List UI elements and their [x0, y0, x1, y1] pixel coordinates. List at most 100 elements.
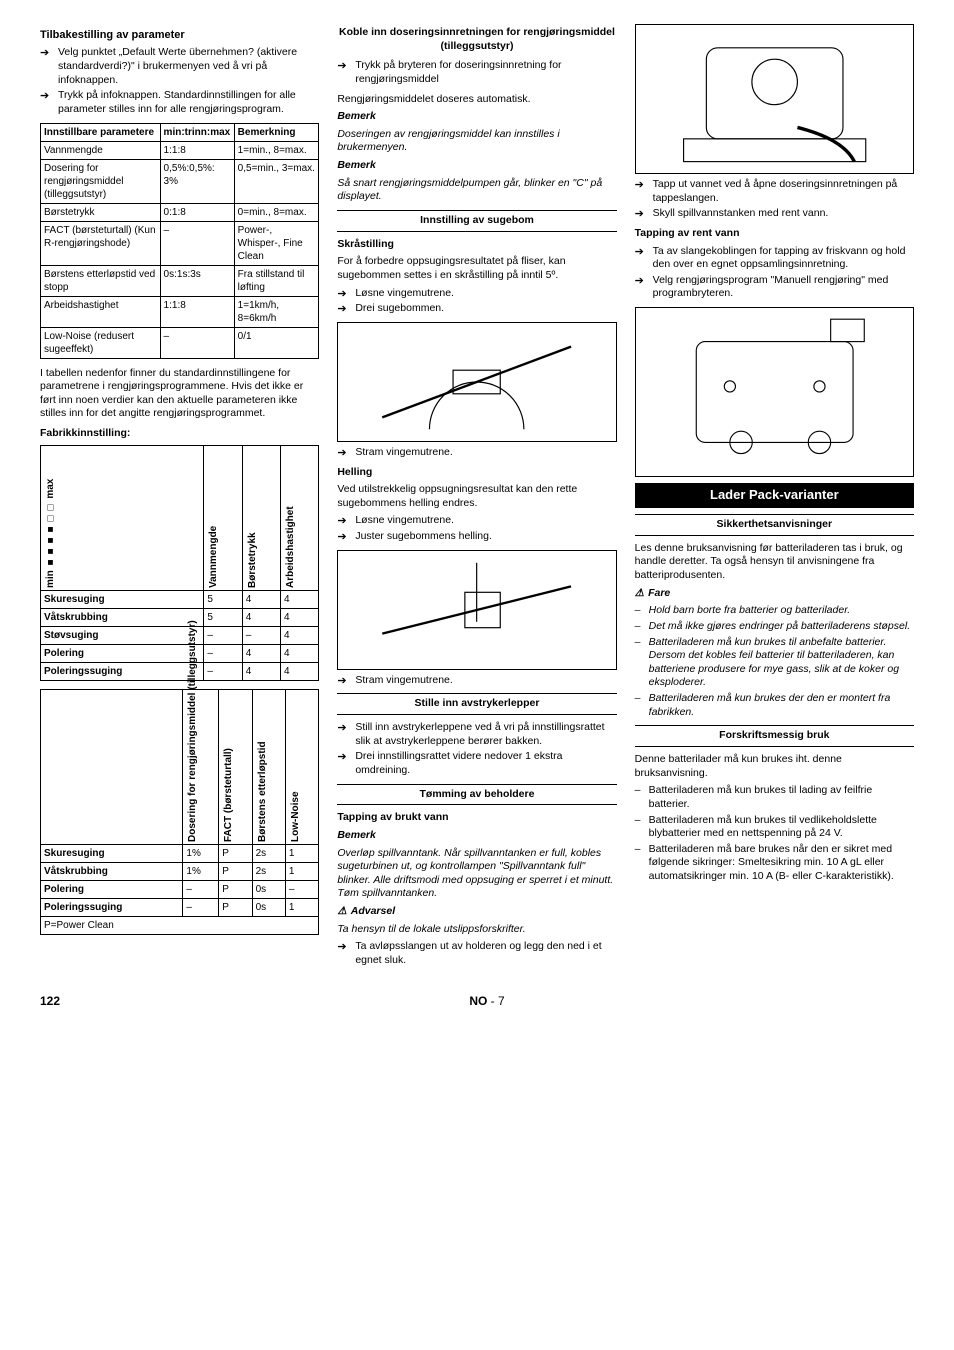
diagram-sugebom-1 — [337, 322, 616, 442]
list-item: Trykk på infoknappen. Standardinnstillin… — [40, 89, 319, 116]
th: Børstetrykk — [242, 445, 280, 590]
heading-tapping-brukt: Tapping av brukt vann — [337, 811, 616, 825]
td: 0/1 — [234, 327, 319, 358]
heading-tapping-rent: Tapping av rent vann — [635, 227, 914, 241]
heading-forskrift: Forskriftsmessig bruk — [635, 725, 914, 747]
td: 5 — [204, 608, 242, 626]
footer-lang: NO - 7 — [469, 994, 504, 1010]
text: Les denne bruksanvisning før batterilade… — [635, 542, 914, 583]
td: 0,5=min., 3=max. — [234, 159, 319, 203]
heading-sikkerhet: Sikkerthetsanvisninger — [635, 514, 914, 536]
list-item: Løsne vingemutrene. — [337, 514, 616, 528]
reset-param-steps: Velg punktet „Default Werte übernehmen? … — [40, 46, 319, 116]
note-text: Så snart rengjøringsmiddelpumpen går, bl… — [337, 177, 616, 204]
td: 4 — [281, 626, 319, 644]
th: min:trinn:max — [160, 123, 234, 141]
heading-lader-pack: Lader Pack-varianter — [635, 483, 914, 508]
list-item: Trykk på bryteren for doseringsinnretnin… — [337, 59, 616, 86]
text: For å forbedre oppsugingsresultatet på f… — [337, 255, 616, 282]
td: P — [219, 898, 252, 916]
td: Low-Noise (redusert sugeeffekt) — [41, 327, 161, 358]
page-number: 122 — [40, 994, 60, 1010]
td: – — [183, 880, 219, 898]
td: 2s — [252, 844, 285, 862]
td: Børstetrykk — [41, 203, 161, 221]
note-text: Overløp spillvanntank. Når spillvanntank… — [337, 847, 616, 902]
td: FACT (børsteturtall) (Kun R-rengjøringsh… — [41, 221, 161, 265]
td: 0s:1s:3s — [160, 265, 234, 296]
list-item: Batteriladeren må kun brukes til anbefal… — [635, 636, 914, 691]
td: 2s — [252, 862, 285, 880]
dosing-steps: Trykk på bryteren for doseringsinnretnin… — [337, 59, 616, 86]
td: 1% — [183, 862, 219, 880]
forskrift-list: Batteriladeren må kun brukes til lading … — [635, 784, 914, 883]
list-item: Batteriladeren må kun brukes til lading … — [635, 784, 914, 811]
td: 1:1:8 — [160, 141, 234, 159]
factory-table-1: min ■■■■□□ max Vannmengde Børstetrykk Ar… — [40, 445, 319, 681]
list-item: Ta av slangekoblingen for tapping av fri… — [635, 245, 914, 272]
td: P — [219, 862, 252, 880]
th: Innstillbare parametere — [41, 123, 161, 141]
list-item: Stram vingemutrene. — [337, 446, 616, 460]
column-2: Koble inn doseringsinnretningen for reng… — [337, 20, 616, 974]
td: 1 — [285, 862, 318, 880]
td: – — [204, 662, 242, 680]
note-text: Doseringen av rengjøringsmiddel kan inns… — [337, 128, 616, 155]
table-explainer: I tabellen nedenfor finner du standardin… — [40, 367, 319, 422]
heading-dosing: Koble inn doseringsinnretningen for reng… — [337, 26, 616, 53]
td: Støvsuging — [41, 626, 204, 644]
list-item: Velg punktet „Default Werte übernehmen? … — [40, 46, 319, 87]
th: Low-Noise — [285, 689, 318, 844]
td: Arbeidshastighet — [41, 296, 161, 327]
td: 1% — [183, 844, 219, 862]
heading-skra: Skråstilling — [337, 238, 616, 252]
warning-label: Advarsel — [337, 905, 616, 919]
factory-table-2: Dosering for rengjøringsmiddel (tilleggs… — [40, 689, 319, 935]
list-item: Hold barn borte fra batterier og batteri… — [635, 604, 914, 618]
td: 1=1km/h, 8=6km/h — [234, 296, 319, 327]
list-item: Stram vingemutrene. — [337, 674, 616, 688]
td: 1 — [285, 844, 318, 862]
avstryker-steps: Still inn avstrykerleppene ved å vri på … — [337, 721, 616, 778]
sub-page: - 7 — [491, 994, 505, 1008]
td: 4 — [242, 662, 280, 680]
td: Vannmengde — [41, 141, 161, 159]
th: Dosering for rengjøringsmiddel (tilleggs… — [183, 689, 219, 844]
td: Våtskrubbing — [41, 608, 204, 626]
note-label: Bemerk — [337, 159, 616, 173]
td: 4 — [242, 608, 280, 626]
column-3: Tapp ut vannet ved å åpne doseringsinnre… — [635, 20, 914, 974]
td: Polering — [41, 644, 204, 662]
td: 4 — [281, 590, 319, 608]
list-item: Skyll spillvannstanken med rent vann. — [635, 207, 914, 221]
td: Børstens etterløpstid ved stopp — [41, 265, 161, 296]
td: – — [285, 880, 318, 898]
td: Våtskrubbing — [41, 862, 183, 880]
list-item: Velg rengjøringsprogram "Manuell rengjør… — [635, 274, 914, 301]
rent-steps: Ta av slangekoblingen for tapping av fri… — [635, 245, 914, 302]
danger-list: Hold barn borte fra batterier og batteri… — [635, 604, 914, 719]
td: Skuresuging — [41, 590, 204, 608]
th: Arbeidshastighet — [281, 445, 319, 590]
warning-text: Ta hensyn til de lokale utslippsforskrif… — [337, 923, 616, 937]
diagram-machine-top — [635, 24, 914, 174]
td: 4 — [281, 644, 319, 662]
td: – — [160, 221, 234, 265]
td: 1:1:8 — [160, 296, 234, 327]
tapping-steps: Ta avløpsslangen ut av holderen og legg … — [337, 940, 616, 967]
text: Denne batterilader må kun brukes iht. de… — [635, 753, 914, 780]
th: Bemerkning — [234, 123, 319, 141]
danger-label: Fare — [635, 587, 914, 601]
skra-steps-2: Stram vingemutrene. — [337, 446, 616, 460]
td: 5 — [204, 590, 242, 608]
td: Skuresuging — [41, 844, 183, 862]
page-footer: 122 NO - 7 — [40, 994, 914, 1010]
list-item: Løsne vingemutrene. — [337, 287, 616, 301]
column-1: Tilbakestilling av parameter Velg punkte… — [40, 20, 319, 974]
text: Rengjøringsmiddelet doseres automatisk. — [337, 93, 616, 107]
td: Power-, Whisper-, Fine Clean — [234, 221, 319, 265]
td: Poleringssuging — [41, 662, 204, 680]
list-item: Batteriladeren må bare brukes når den er… — [635, 843, 914, 884]
td: P — [219, 844, 252, 862]
heading-avstryker: Stille inn avstrykerlepper — [337, 693, 616, 715]
